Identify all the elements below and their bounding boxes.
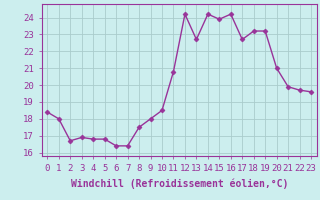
- X-axis label: Windchill (Refroidissement éolien,°C): Windchill (Refroidissement éolien,°C): [70, 178, 288, 189]
